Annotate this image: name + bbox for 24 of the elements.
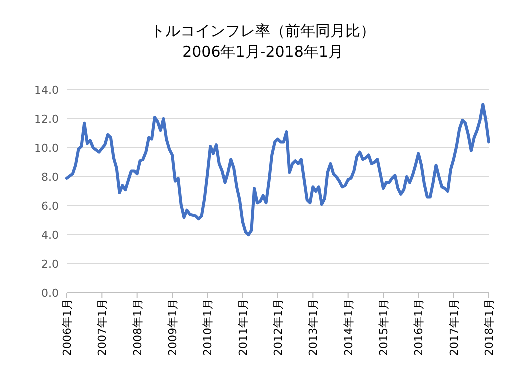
x-tick-label: 2008年1月 bbox=[131, 299, 144, 356]
y-tick-label: 12.0 bbox=[34, 113, 59, 126]
y-tick-label: 2.0 bbox=[42, 258, 59, 271]
y-tick-label: 4.0 bbox=[42, 229, 59, 242]
y-tick-label: 8.0 bbox=[42, 171, 59, 184]
x-tick-label: 2018年1月 bbox=[483, 299, 496, 356]
x-tick-label: 2015年1月 bbox=[378, 299, 390, 356]
y-tick-label: 6.0 bbox=[42, 200, 59, 213]
line-series bbox=[66, 103, 490, 236]
y-tick-label: 14.0 bbox=[34, 84, 59, 97]
x-tick-label: 2011年1月 bbox=[236, 299, 250, 356]
chart-subtitle: 2006年1月-2018年1月 bbox=[182, 43, 344, 61]
x-tick-label: 2017年1月 bbox=[448, 299, 461, 356]
y-tick-label: 0.0 bbox=[42, 287, 59, 300]
x-tick-label: 2009年1月 bbox=[166, 299, 180, 356]
x-tick-label: 2016年1月 bbox=[412, 299, 426, 356]
x-tick-label: 2012年1月 bbox=[272, 299, 285, 356]
x-tick-label: 2010年1月 bbox=[202, 299, 215, 356]
x-tick-label: 2006年1月 bbox=[61, 299, 74, 356]
x-tick-label: 2013年1月 bbox=[307, 299, 320, 356]
x-tick-label: 2014年1月 bbox=[342, 299, 356, 356]
x-tick-label: 2007年1月 bbox=[96, 299, 110, 356]
y-tick-label: 10.0 bbox=[34, 142, 59, 155]
chart-title: トルコインフレ率（前年同月比） bbox=[150, 22, 376, 40]
